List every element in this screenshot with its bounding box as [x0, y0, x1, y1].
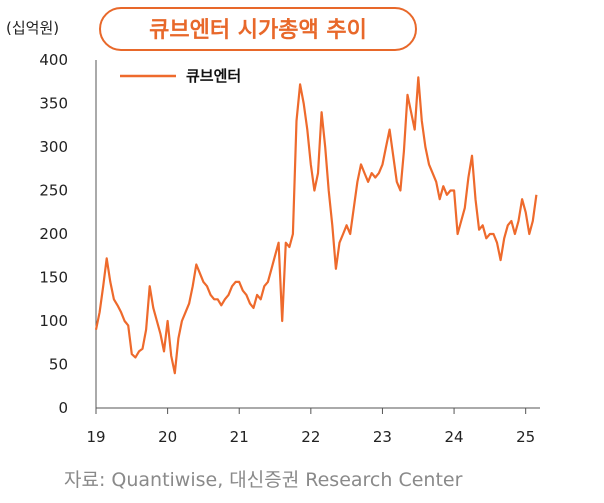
x-tick-label: 23: [373, 428, 392, 446]
y-axis-unit-label: (십억원): [6, 19, 59, 37]
x-tick-label: 19: [86, 428, 105, 446]
x-tick-label: 25: [516, 428, 535, 446]
y-axis-ticks: 0 50 100 150 200 250 300 350 400: [39, 51, 68, 417]
y-tick-label: 250: [39, 182, 68, 200]
x-tick-label: 21: [230, 428, 249, 446]
legend-label: 큐브엔터: [186, 67, 241, 85]
y-tick-label: 100: [39, 312, 68, 330]
x-tick-label: 24: [445, 428, 464, 446]
y-tick-label: 0: [58, 399, 68, 417]
x-axis-ticks: 19 20 21 22 23 24 25: [86, 408, 535, 446]
y-tick-label: 50: [49, 356, 68, 374]
y-tick-label: 300: [39, 138, 68, 156]
chart-title-pill: [99, 7, 417, 51]
legend: 큐브엔터: [120, 67, 241, 85]
y-tick-label: 200: [39, 225, 68, 243]
x-tick-label: 22: [301, 428, 320, 446]
y-tick-label: 350: [39, 95, 68, 113]
x-tick-label: 20: [158, 428, 177, 446]
y-tick-label: 400: [39, 51, 68, 69]
series-line-cube-ent: [94, 76, 538, 375]
chart-title: 큐브엔터 시가총액 추이: [149, 18, 367, 43]
source-note: 자료: Quantiwise, 대신증권 Research Center: [64, 469, 463, 491]
y-tick-label: 150: [39, 269, 68, 287]
